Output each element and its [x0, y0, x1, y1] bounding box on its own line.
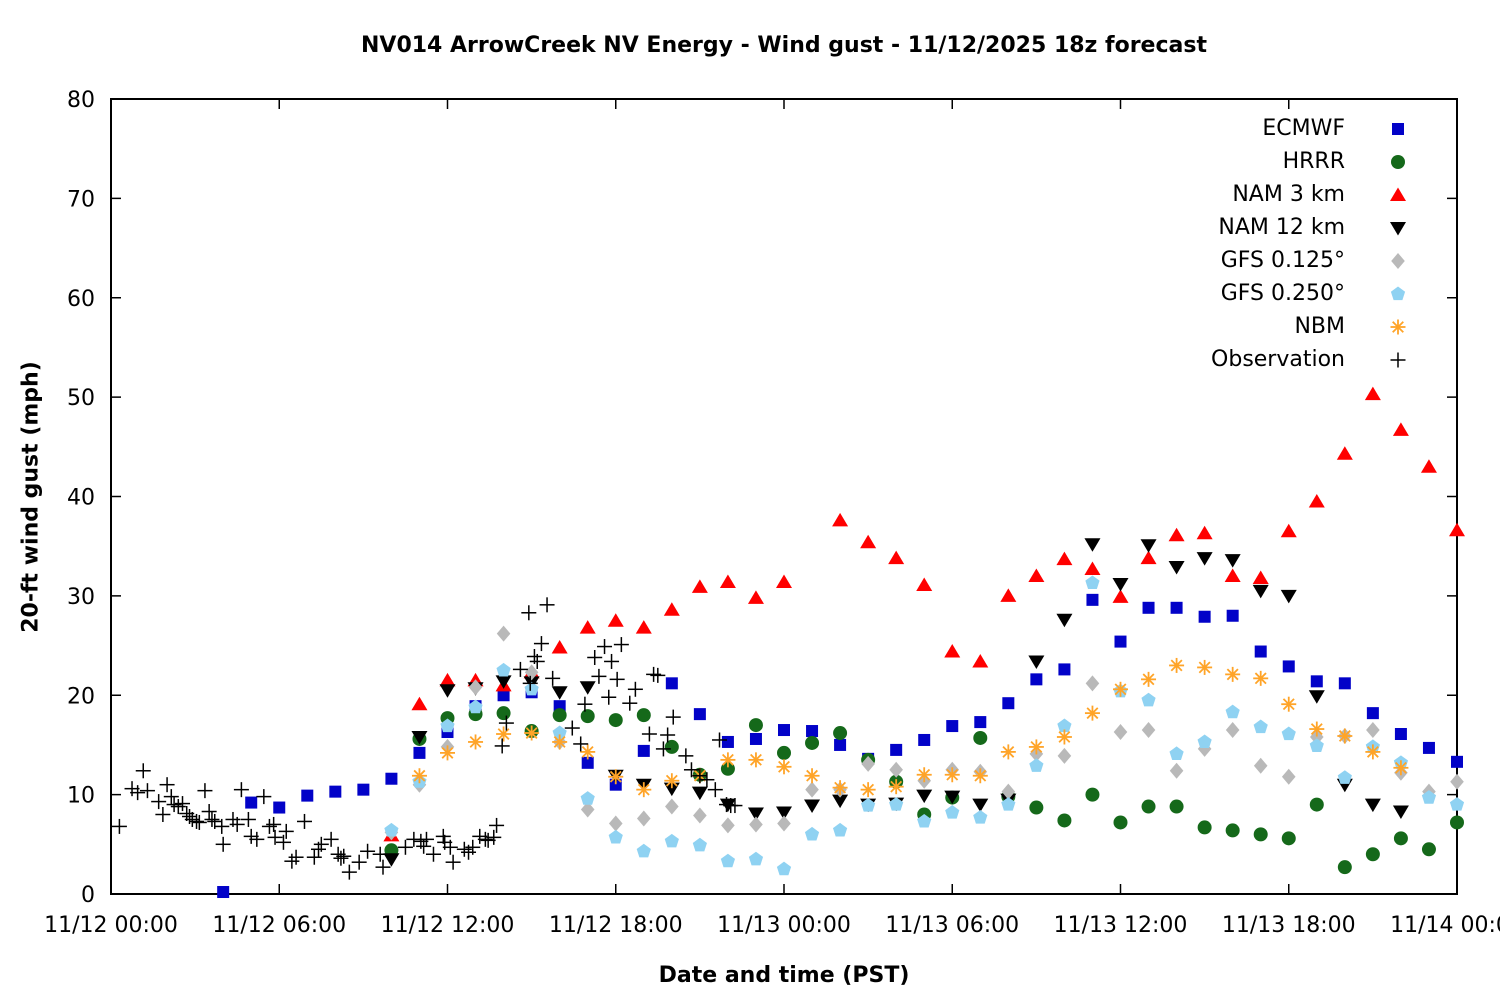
y-tick-label: 40	[67, 486, 95, 511]
legend-item-ecmwf: ECMWF	[1211, 112, 1418, 145]
legend-item-observation: Observation	[1211, 343, 1418, 376]
series-nam-12km	[383, 538, 1409, 867]
x-tick-label: 11/12 00:00	[44, 913, 178, 938]
x-tick-label: 11/12 06:00	[212, 913, 346, 938]
legend-label: Observation	[1211, 347, 1345, 372]
legend-marker-square-icon	[1378, 116, 1418, 142]
legend-marker-asterisk-icon	[1378, 314, 1418, 340]
legend-marker-pentagon-icon	[1378, 281, 1418, 307]
legend-marker-circle-icon	[1378, 149, 1418, 175]
legend-label: NAM 12 km	[1218, 215, 1345, 240]
legend-item-nam-12km: NAM 12 km	[1211, 211, 1418, 244]
x-tick-label: 11/13 18:00	[1222, 913, 1356, 938]
legend-item-hrrr: HRRR	[1211, 145, 1418, 178]
y-ticks: 0 10 20 30 40 50 60 70 80	[67, 88, 1457, 908]
legend-label: GFS 0.125°	[1220, 248, 1345, 273]
legend-marker-triangle-down-icon	[1378, 215, 1418, 241]
series-nam-3km	[383, 386, 1465, 842]
legend-marker-diamond-icon	[1378, 248, 1418, 274]
legend-label: ECMWF	[1262, 116, 1345, 141]
y-tick-label: 20	[67, 684, 95, 709]
x-tick-label: 11/12 18:00	[549, 913, 683, 938]
legend-marker-plus-icon	[1378, 347, 1418, 373]
y-tick-label: 30	[67, 585, 95, 610]
y-tick-label: 0	[81, 883, 95, 908]
y-tick-label: 70	[67, 187, 95, 212]
x-axis-label: Date and time (PST)	[658, 963, 910, 988]
legend-item-gfs-0250: GFS 0.250°	[1211, 277, 1418, 310]
legend: ECMWF HRRR NAM 3 km NAM 12 km GFS 0.125° GFS …	[1211, 112, 1418, 376]
page-title: NV014 ArrowCreek NV Energy - Wind gust -…	[361, 33, 1207, 58]
y-tick-label: 10	[67, 784, 95, 809]
legend-marker-triangle-up-icon	[1378, 182, 1418, 208]
series-nbm	[411, 657, 1409, 798]
legend-item-gfs-0125: GFS 0.125°	[1211, 244, 1418, 277]
x-tick-label: 11/13 12:00	[1054, 913, 1188, 938]
x-tick-label: 11/13 00:00	[717, 913, 851, 938]
y-tick-label: 50	[67, 386, 95, 411]
legend-item-nbm: NBM	[1211, 310, 1418, 343]
series-gfs-0250	[384, 575, 1465, 876]
series-ecmwf	[217, 593, 1463, 899]
legend-item-nam-3km: NAM 3 km	[1211, 178, 1418, 211]
y-tick-label: 80	[67, 88, 95, 113]
series-hrrr	[384, 706, 1464, 875]
y-tick-label: 60	[67, 287, 95, 312]
legend-label: GFS 0.250°	[1220, 281, 1345, 306]
legend-label: HRRR	[1282, 149, 1345, 174]
series-observation	[111, 597, 743, 880]
x-tick-label: 11/12 12:00	[381, 913, 515, 938]
legend-label: NBM	[1294, 314, 1345, 339]
legend-label: NAM 3 km	[1232, 182, 1345, 207]
x-ticks: 11/12 00:00 11/12 06:00 11/12 12:00 11/12 1…	[44, 99, 1500, 938]
x-tick-label: 11/14 00:00	[1390, 913, 1500, 938]
x-tick-label: 11/13 06:00	[885, 913, 1019, 938]
